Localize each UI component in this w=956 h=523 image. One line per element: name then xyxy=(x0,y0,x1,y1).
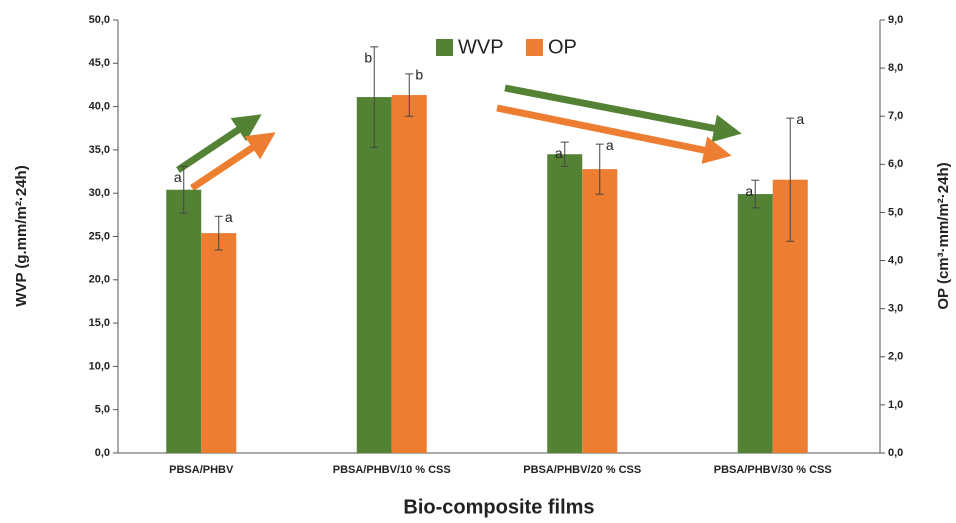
y-axis-title: WVP (g.mm/m²·24h) xyxy=(13,165,30,306)
x-axis-title: Bio-composite films xyxy=(403,496,594,518)
y-tick-label: 20,0 xyxy=(89,274,110,286)
significance-label: b xyxy=(364,50,372,66)
legend-swatch xyxy=(526,39,543,56)
y2-tick-label: 2,0 xyxy=(888,351,903,363)
y-tick-label: 35,0 xyxy=(89,144,110,156)
legend-label: WVP xyxy=(458,36,504,58)
bar xyxy=(547,154,583,454)
y-tick-label: 50,0 xyxy=(89,14,110,26)
significance-label: a xyxy=(606,137,614,153)
y2-tick-label: 5,0 xyxy=(888,206,903,218)
x-tick-label: PBSA/PHBV/10 % CSS xyxy=(333,464,451,476)
significance-label: a xyxy=(174,169,182,185)
y2-tick-label: 6,0 xyxy=(888,158,903,170)
significance-label: a xyxy=(796,111,804,127)
y-tick-label: 25,0 xyxy=(89,230,110,242)
x-tick-label: PBSA/PHBV/30 % CSS xyxy=(714,464,832,476)
y2-tick-label: 9,0 xyxy=(888,14,903,26)
y2-tick-label: 0,0 xyxy=(888,447,903,459)
y-tick-label: 40,0 xyxy=(89,101,110,113)
y2-tick-label: 8,0 xyxy=(888,62,903,74)
y-tick-label: 15,0 xyxy=(89,317,110,329)
y-tick-label: 10,0 xyxy=(89,360,110,372)
significance-label: a xyxy=(225,209,233,225)
bar xyxy=(356,97,392,453)
x-tick-label: PBSA/PHBV/20 % CSS xyxy=(523,464,641,476)
y2-tick-label: 1,0 xyxy=(888,399,903,411)
y2-axis-title: OP (cm³·mm/m²·24h) xyxy=(935,162,952,309)
significance-label: a xyxy=(745,183,753,199)
x-tick-label: PBSA/PHBV xyxy=(169,464,234,476)
bar xyxy=(582,169,618,453)
y-tick-label: 5,0 xyxy=(95,404,110,416)
y-tick-label: 45,0 xyxy=(89,57,110,69)
legend-label: OP xyxy=(548,36,577,58)
significance-label: a xyxy=(555,145,563,161)
y-tick-label: 0,0 xyxy=(95,447,110,459)
significance-label: b xyxy=(415,67,423,83)
bar xyxy=(166,189,202,453)
trend-arrows xyxy=(176,84,742,191)
bar xyxy=(737,194,773,454)
legend-swatch xyxy=(436,39,453,56)
bar xyxy=(201,233,237,453)
y2-tick-label: 4,0 xyxy=(888,254,903,266)
y2-tick-label: 7,0 xyxy=(888,110,903,122)
y2-tick-label: 3,0 xyxy=(888,303,903,315)
y-tick-label: 30,0 xyxy=(89,187,110,199)
bar xyxy=(391,95,427,453)
